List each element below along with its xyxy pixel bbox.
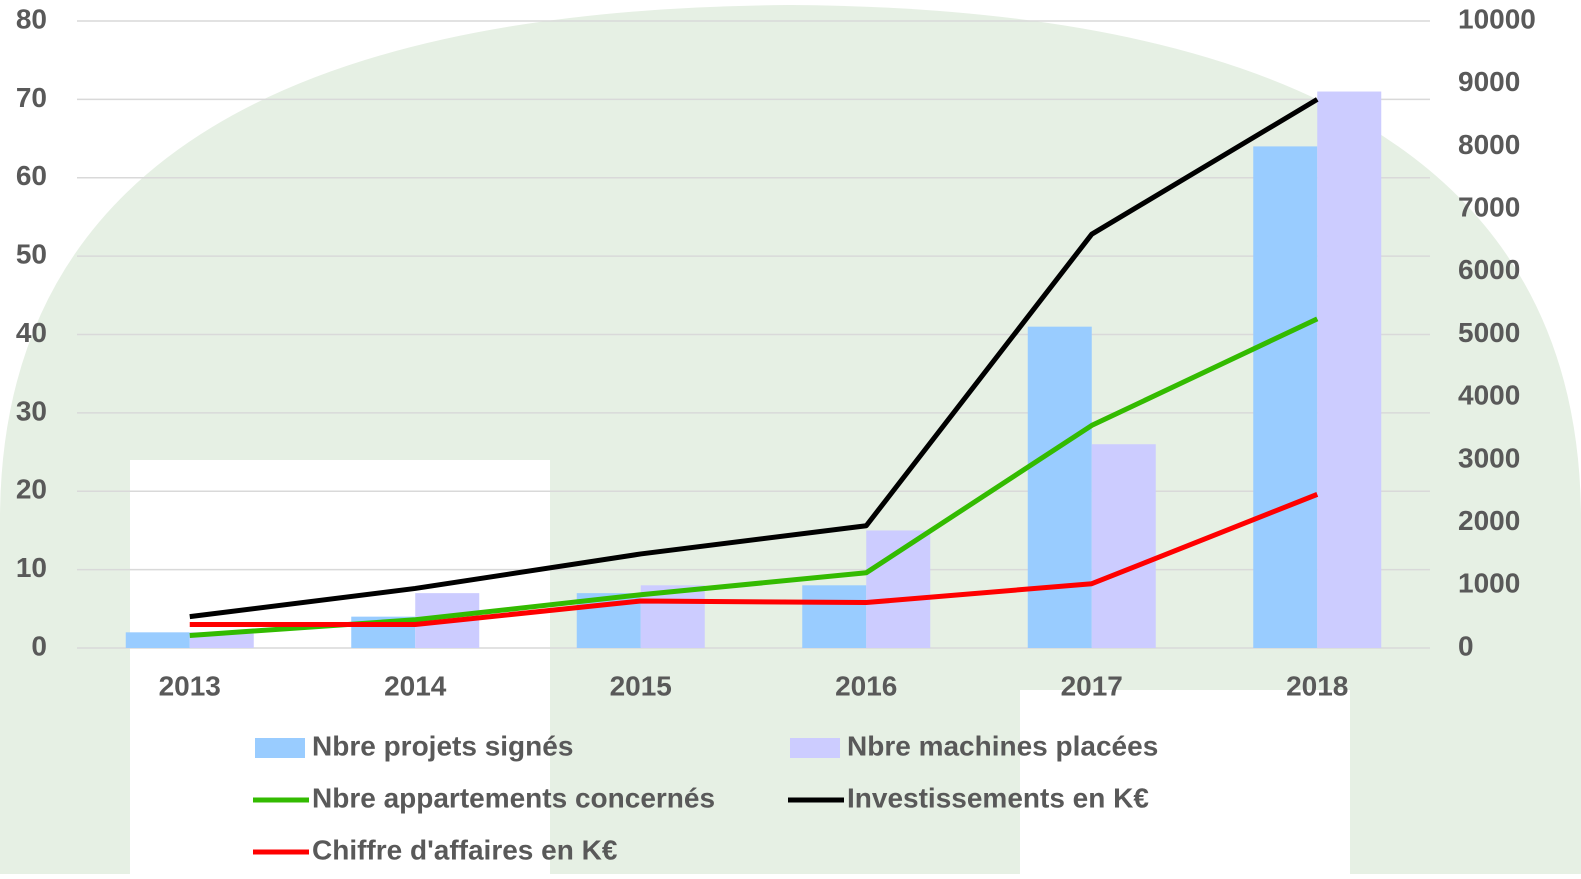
y-tick-label: 60: [16, 160, 47, 191]
y2-tick-label: 2000: [1458, 505, 1520, 536]
x-tick-label: 2013: [159, 670, 221, 701]
y2-tick-label: 5000: [1458, 317, 1520, 348]
legend-label: Investissements en K€: [847, 782, 1149, 813]
legend-swatch: [255, 738, 305, 758]
y-tick-label: 20: [16, 474, 47, 505]
bar: [125, 632, 190, 648]
y2-tick-label: 4000: [1458, 380, 1520, 411]
y-tick-label: 10: [16, 552, 47, 583]
legend-label: Nbre machines placées: [847, 730, 1158, 761]
bar: [1027, 326, 1092, 648]
y2-tick-label: 1000: [1458, 568, 1520, 599]
y-tick-label: 70: [16, 82, 47, 113]
y2-tick-label: 9000: [1458, 66, 1520, 97]
x-tick-label: 2017: [1061, 670, 1123, 701]
x-tick-label: 2016: [835, 670, 897, 701]
y-tick-label: 40: [16, 317, 47, 348]
y2-tick-label: 6000: [1458, 254, 1520, 285]
y2-tick-label: 7000: [1458, 191, 1520, 222]
y-tick-label: 50: [16, 239, 47, 270]
y-tick-label: 30: [16, 395, 47, 426]
bar: [802, 585, 867, 648]
y2-tick-label: 8000: [1458, 129, 1520, 160]
legend-swatch: [790, 738, 840, 758]
background-decoration: [0, 5, 1581, 874]
legend-label: Nbre projets signés: [312, 730, 573, 761]
bar: [1317, 91, 1382, 649]
bar: [1091, 444, 1156, 648]
y-tick-label: 0: [31, 630, 47, 661]
line-series: [189, 492, 1319, 627]
bar: [1253, 146, 1318, 648]
x-tick-label: 2018: [1286, 670, 1348, 701]
x-tick-label: 2015: [610, 670, 672, 701]
y2-tick-label: 10000: [1458, 3, 1536, 34]
legend-label: Chiffre d'affaires en K€: [312, 834, 618, 865]
y2-tick-label: 3000: [1458, 442, 1520, 473]
line-series: [189, 97, 1319, 620]
bar: [866, 530, 931, 648]
y-tick-label: 80: [16, 3, 47, 34]
y2-tick-label: 0: [1458, 630, 1474, 661]
x-tick-label: 2014: [384, 670, 447, 701]
legend-label: Nbre appartements concernés: [312, 782, 715, 813]
